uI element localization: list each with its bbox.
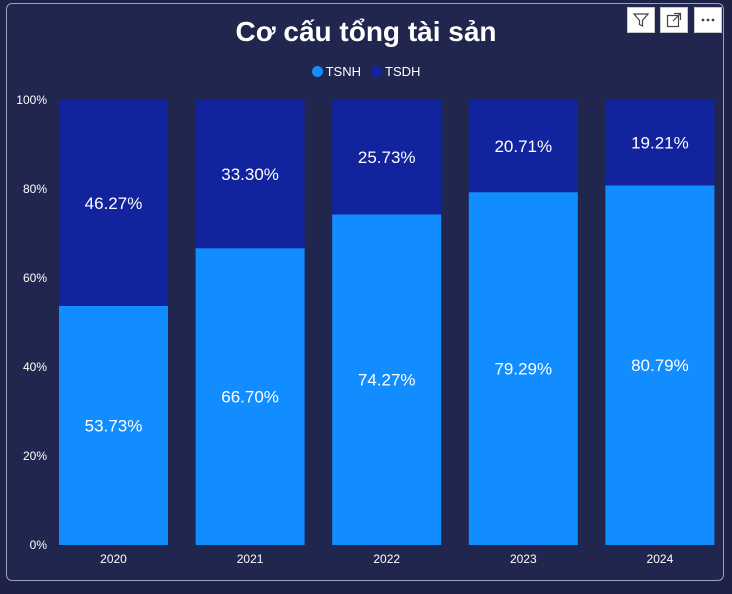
data-label-tsdh-2023: 20.71% xyxy=(494,137,552,156)
data-label-tsdh-2020: 46.27% xyxy=(85,194,143,213)
chart-title: Cơ cấu tổng tài sản xyxy=(235,16,497,47)
data-label-tsdh-2022: 25.73% xyxy=(358,148,416,167)
legend-label-tsdh: TSDH xyxy=(385,64,421,79)
focus-mode-icon xyxy=(666,12,682,28)
x-tick-label: 2021 xyxy=(237,552,264,566)
legend-label-tsnh: TSNH xyxy=(325,64,361,79)
legend-item-tsdh[interactable]: TSDH xyxy=(371,64,420,79)
bar-tsnh-2024[interactable] xyxy=(605,185,715,545)
y-tick-label: 0% xyxy=(30,538,48,552)
data-label-tsdh-2021: 33.30% xyxy=(221,165,279,184)
data-label-tsnh-2020: 53.73% xyxy=(85,416,143,435)
bar-tsnh-2023[interactable] xyxy=(468,192,578,546)
more-options-button[interactable] xyxy=(694,7,722,33)
x-tick-label: 2022 xyxy=(373,552,400,566)
filter-icon xyxy=(632,13,650,27)
data-label-tsnh-2023: 79.29% xyxy=(494,360,552,379)
bar-tsnh-2022[interactable] xyxy=(332,214,442,545)
y-tick-label: 100% xyxy=(16,93,47,107)
x-tick-label: 2020 xyxy=(100,552,127,566)
x-tick-label: 2024 xyxy=(647,552,674,566)
data-label-tsdh-2024: 19.21% xyxy=(631,134,689,153)
y-tick-label: 60% xyxy=(23,271,47,285)
y-tick-label: 80% xyxy=(23,182,47,196)
data-label-tsnh-2021: 66.70% xyxy=(221,388,279,407)
bar-tsnh-2020[interactable] xyxy=(59,305,168,545)
chart-legend: TSNH TSDH xyxy=(0,64,732,79)
bar-tsdh-2023[interactable] xyxy=(468,100,578,193)
y-tick-label: 20% xyxy=(23,449,47,463)
data-label-tsnh-2022: 74.27% xyxy=(358,371,416,390)
y-tick-label: 40% xyxy=(23,360,47,374)
filter-button[interactable] xyxy=(627,7,655,33)
legend-marker-tsdh xyxy=(371,66,382,77)
bar-tsdh-2020[interactable] xyxy=(59,100,168,306)
legend-marker-tsnh xyxy=(311,66,323,77)
legend-item-tsnh[interactable]: TSNH xyxy=(311,64,361,79)
bar-tsdh-2021[interactable] xyxy=(195,100,305,249)
bar-tsdh-2022[interactable] xyxy=(332,100,442,215)
data-label-tsnh-2024: 80.79% xyxy=(631,356,689,375)
focus-mode-button[interactable] xyxy=(660,7,688,33)
more-options-icon xyxy=(701,18,715,22)
x-tick-label: 2023 xyxy=(510,552,537,566)
bar-tsdh-2024[interactable] xyxy=(605,100,715,186)
bar-tsnh-2021[interactable] xyxy=(195,248,305,545)
